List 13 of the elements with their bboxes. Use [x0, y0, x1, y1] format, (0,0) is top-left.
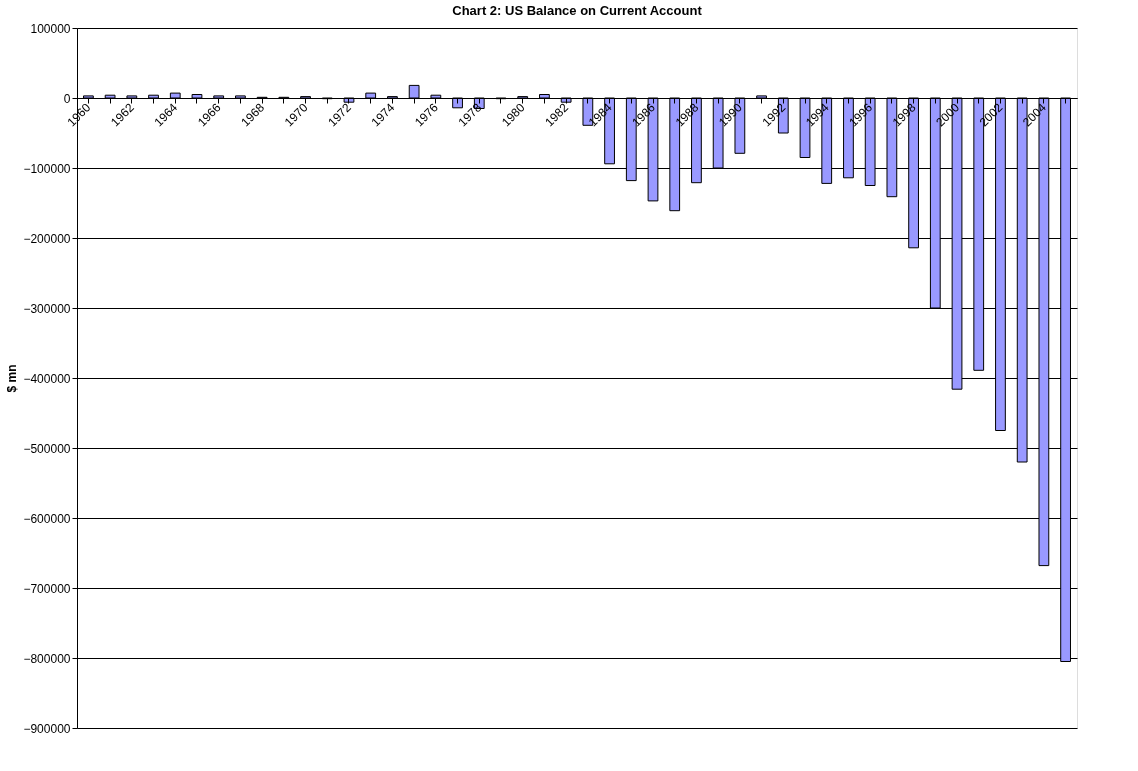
- y-tick-label: −500000: [23, 441, 71, 456]
- y-tick-label: −900000: [23, 721, 71, 736]
- y-axis-title: $ mn: [5, 364, 20, 393]
- y-tick-label: −400000: [23, 371, 71, 386]
- y-tick-label: 0: [63, 91, 71, 106]
- y-tick-label: −800000: [23, 651, 71, 666]
- y-tick-label: 100000: [30, 21, 71, 36]
- y-tick-label: −100000: [23, 161, 71, 176]
- chart-title: Chart 2: US Balance on Current Account: [452, 3, 703, 18]
- y-tick-label: −700000: [23, 581, 71, 596]
- y-tick-label: −300000: [23, 301, 71, 316]
- y-tick-label: −200000: [23, 231, 71, 246]
- y-tick-label: −600000: [23, 511, 71, 526]
